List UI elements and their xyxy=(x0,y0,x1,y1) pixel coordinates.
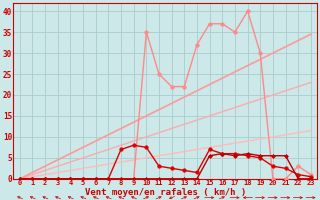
X-axis label: Vent moyen/en rafales ( km/h ): Vent moyen/en rafales ( km/h ) xyxy=(85,188,246,197)
